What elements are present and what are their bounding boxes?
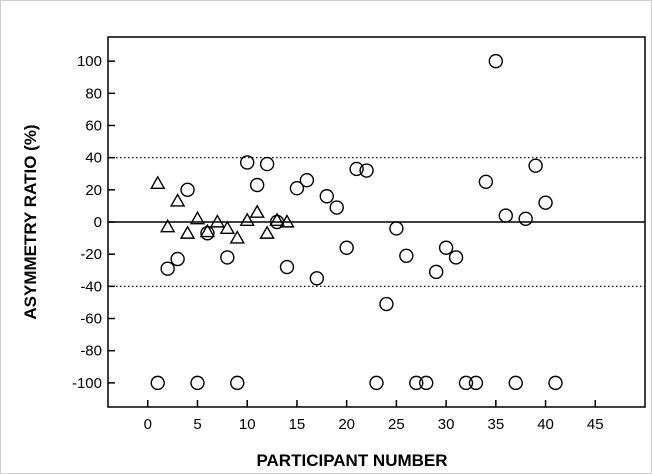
circle-point [349,161,364,177]
circle-point [409,375,424,391]
circle-point [359,163,374,178]
y-tick-label: 60 [85,117,102,134]
circle-point [299,172,315,188]
circle-point [468,375,484,391]
triangle-point [249,204,265,218]
circle-point [448,250,464,265]
triangle-point [209,214,226,228]
triangle-point [229,230,245,244]
circle-point [220,250,235,265]
x-tick-label: 35 [487,416,504,433]
circle-point [478,174,494,189]
circle-point [190,375,205,391]
y-tick-label: 0 [94,214,102,231]
x-tick-label: 45 [587,416,604,433]
y-tick-label: 40 [85,150,102,167]
y-axis-title: ASYMMETRY RATIO (%) [21,124,40,319]
circle-point [538,195,553,210]
triangle-point [219,220,236,235]
triangle-point [279,214,295,228]
circle-point [548,375,563,391]
x-tick-label: 10 [239,416,256,433]
circle-point [419,375,434,391]
circle-point [428,264,444,280]
y-tick-label: -60 [80,311,102,328]
circle-point [170,251,185,267]
x-tick-label: 25 [388,416,405,433]
circle-point [528,158,543,173]
circle-point [240,155,255,170]
y-tick-label: 20 [85,182,102,199]
circle-point [289,181,305,196]
x-axis: 0 5 10 15 20 25 30 35 40 45 [144,400,604,433]
y-tick-label: 100 [77,53,102,70]
y-tick-label: -20 [80,246,102,263]
triangle-point [159,218,176,233]
circle-point [150,375,165,391]
circle-point [508,375,523,391]
circle-point [518,211,533,226]
circle-point [498,208,513,223]
circle-point [160,261,175,276]
x-tick-label: 20 [338,416,355,433]
triangle-point [189,210,206,225]
circle-point [488,53,504,69]
circle-point [369,375,384,391]
x-tick-label: 15 [289,416,306,433]
circle-point [180,182,195,198]
triangle-point [169,193,186,207]
circle-point [259,156,275,172]
circle-point [309,271,325,286]
y-axis: -100 -80 -60 -40 -20 0 20 40 60 80 100 [72,53,115,392]
circle-point [438,240,454,255]
circle-point [339,240,354,255]
x-tick-label: 40 [537,416,554,433]
x-tick-label: 5 [193,416,201,433]
y-tick-label: 80 [85,85,102,102]
circle-point [399,248,414,263]
data-points [150,53,563,391]
triangle-point [199,223,216,238]
circle-point [329,200,344,215]
y-tick-label: -80 [80,343,102,360]
circle-point [279,259,295,275]
circle-point [200,226,215,241]
x-tick-label: 30 [438,416,455,433]
reference-lines [108,157,645,287]
triangle-point [259,225,275,239]
x-axis-title: PARTICIPANT NUMBER [256,451,447,470]
triangle-point [150,175,166,189]
x-tick-label: 0 [144,416,152,433]
triangle-point [239,212,255,226]
circle-point [458,375,474,391]
circle-point [379,296,394,312]
y-tick-label: -100 [72,375,102,392]
y-tick-label: -40 [80,278,102,295]
circle-point [230,375,245,391]
circle-point [319,189,334,204]
circle-point [389,221,404,236]
circle-point [249,177,265,193]
triangle-point [269,212,285,226]
triangle-point [179,225,196,239]
